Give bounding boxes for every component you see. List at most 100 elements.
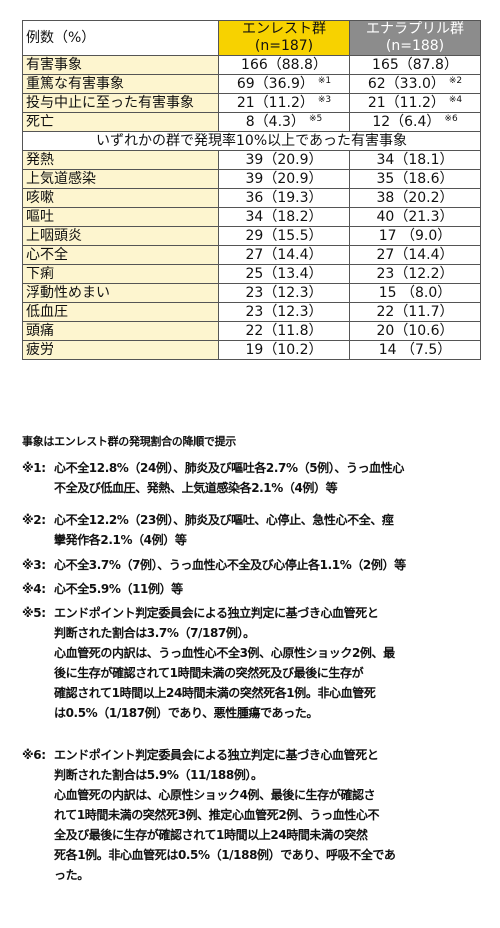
- footnote-ref: ※5: [308, 113, 323, 124]
- enalapril-value-text: 40（21.3）: [376, 208, 454, 225]
- footnote-6: ※6: エンドポイント判定委員会による独立判定に基づき心血管死と 判断された割合は5…: [22, 745, 492, 885]
- row-label-text: 投与中止に至った有害事象: [26, 94, 194, 111]
- entresto-value-text: 19（10.2）: [245, 341, 323, 358]
- footnote-mark: ※5:: [22, 606, 46, 620]
- enalapril-value-text: 22（11.7）: [376, 303, 454, 320]
- footnote-mark: ※1:: [22, 461, 46, 475]
- enalapril-value: 27（14.4）: [349, 245, 481, 265]
- row-label: 重篤な有害事象: [22, 74, 219, 94]
- footnote-ref: ※2: [448, 75, 463, 86]
- event-label: 浮動性めまい: [22, 283, 219, 303]
- footnote-line: れて1時間未満の突然死3例、推定心血管死2例、うっ血性心不: [54, 808, 380, 822]
- entresto-value: 25（13.4）: [218, 264, 350, 284]
- enalapril-value-text: 15 （8.0）: [378, 284, 452, 301]
- row-label-text: 重篤な有害事象: [26, 75, 124, 92]
- enalapril-value-text: 17 （9.0）: [378, 227, 452, 244]
- event-label-text: 疲労: [26, 341, 54, 358]
- entresto-value: 36（19.3）: [218, 188, 350, 208]
- enalapril-value-text: 34（18.1）: [376, 151, 454, 168]
- event-label: 下痢: [22, 264, 219, 284]
- entresto-value: 19（10.2）: [218, 340, 350, 360]
- footnote-line: 心不全12.8%（24例）、肺炎及び嘔吐各2.7%（5例）、うっ血性心: [54, 461, 404, 475]
- enalapril-value-text: 14 （7.5）: [378, 341, 452, 358]
- footnote-line: 心血管死の内訳は、うっ血性心不全3例、心原性ショック2例、最: [54, 646, 395, 660]
- entresto-value-text: 25（13.4）: [245, 265, 323, 282]
- enalapril-value: 20（10.6）: [349, 321, 481, 341]
- enalapril-value-text: 12（6.4）: [372, 113, 441, 130]
- row-label: 死亡: [22, 112, 219, 132]
- entresto-value-text: 36（19.3）: [245, 189, 323, 206]
- entresto-value: 21（11.2） ※3: [218, 93, 350, 113]
- adverse-events-table: 例数（%） エンレスト群 (n=187) エナラプリル群 (n=188) 有害事…: [22, 20, 481, 360]
- enalapril-value: 40（21.3）: [349, 207, 481, 227]
- footnote-line: 攣発作各2.1%（4例）等: [54, 533, 187, 547]
- entresto-value-text: 21（11.2）: [236, 94, 314, 111]
- table-row: 上咽頭炎 29（15.5） 17 （9.0）: [22, 226, 481, 246]
- footnote-line: は0.5%（1/187例）であり、悪性腫瘍であった。: [54, 706, 318, 720]
- footnote-mark: ※3:: [22, 558, 46, 572]
- entresto-value: 23（12.3）: [218, 283, 350, 303]
- event-label-text: 嘔吐: [26, 208, 54, 225]
- event-label-text: 発熱: [26, 151, 54, 168]
- footnote-line: 後に生存が確認されて1時間未満の突然死及び最後に生存が: [54, 666, 364, 680]
- row-label: 有害事象: [22, 55, 219, 75]
- group1-name: エンレスト群: [242, 21, 326, 38]
- enalapril-value-text: 35（18.6）: [376, 170, 454, 187]
- enalapril-value-text: 27（14.4）: [376, 246, 454, 263]
- event-label: 嘔吐: [22, 207, 219, 227]
- entresto-value: 34（18.2）: [218, 207, 350, 227]
- row-label-text: 有害事象: [26, 56, 82, 73]
- event-label-text: 下痢: [26, 265, 54, 282]
- table-row: 重篤な有害事象 69（36.9） ※1 62（33.0） ※2: [22, 74, 481, 94]
- enalapril-value-text: 165（87.8）: [372, 56, 458, 73]
- table-row: 疲労 19（10.2） 14 （7.5）: [22, 340, 481, 360]
- footnote-line: った。: [54, 868, 89, 882]
- entresto-value: 69（36.9） ※1: [218, 74, 350, 94]
- header-label: 例数（%）: [22, 20, 219, 56]
- entresto-value-text: 39（20.9）: [245, 151, 323, 168]
- footnote-line: 心不全3.7%（7例）、うっ血性心不全及び心停止各1.1%（2例）等: [54, 558, 406, 572]
- table-row: 心不全 27（14.4） 27（14.4）: [22, 245, 481, 265]
- footnote-line: 不全及び低血圧、発熱、上気道感染各2.1%（4例）等: [54, 481, 338, 495]
- table-row: 発熱 39（20.9） 34（18.1）: [22, 150, 481, 170]
- enalapril-value: 21（11.2） ※4: [349, 93, 481, 113]
- table-row: 嘔吐 34（18.2） 40（21.3）: [22, 207, 481, 227]
- group1-n: (n=187): [254, 38, 314, 54]
- entresto-value: 22（11.8）: [218, 321, 350, 341]
- entresto-value-text: 39（20.9）: [245, 170, 323, 187]
- entresto-value: 39（20.9）: [218, 169, 350, 189]
- enalapril-value: 23（12.2）: [349, 264, 481, 284]
- group2-n: (n=188): [385, 38, 445, 54]
- ordering-note: 事象はエンレスト群の発現割合の降順で提示: [22, 435, 236, 448]
- enalapril-value: 14 （7.5）: [349, 340, 481, 360]
- footnote-line: 心血管死の内訳は、心原性ショック4例、最後に生存が確認さ: [54, 788, 376, 802]
- enalapril-value: 35（18.6）: [349, 169, 481, 189]
- event-label: 上気道感染: [22, 169, 219, 189]
- row-label-text: 死亡: [26, 113, 54, 130]
- footnote-mark: ※2:: [22, 513, 46, 527]
- section-row: いずれかの群で発現率10%以上であった有害事象: [22, 131, 481, 151]
- event-label-text: 咳嗽: [26, 189, 54, 206]
- event-label: 疲労: [22, 340, 219, 360]
- entresto-value-text: 34（18.2）: [245, 208, 323, 225]
- event-label: 頭痛: [22, 321, 219, 341]
- enalapril-value: 38（20.2）: [349, 188, 481, 208]
- table-row: 投与中止に至った有害事象 21（11.2） ※3 21（11.2） ※4: [22, 93, 481, 113]
- group2-name: エナラプリル群: [366, 21, 464, 38]
- enalapril-value-text: 62（33.0）: [367, 75, 445, 92]
- footnote-line: 死各1例。非心血管死は0.5%（1/188例）であり、呼吸不全であ: [54, 848, 396, 862]
- enalapril-value: 12（6.4） ※6: [349, 112, 481, 132]
- enalapril-value-text: 38（20.2）: [376, 189, 454, 206]
- event-label-text: 上気道感染: [26, 170, 96, 187]
- footnote-line: 判断された割合は3.7%（7/187例）。: [54, 626, 255, 640]
- table-row: 低血圧 23（12.3） 22（11.7）: [22, 302, 481, 322]
- event-label: 上咽頭炎: [22, 226, 219, 246]
- header-entresto-group: エンレスト群 (n=187): [218, 20, 350, 56]
- event-label: 心不全: [22, 245, 219, 265]
- event-label-text: 頭痛: [26, 322, 54, 339]
- footnote-ref: ※4: [448, 94, 463, 105]
- table-header-row: 例数（%） エンレスト群 (n=187) エナラプリル群 (n=188): [22, 20, 481, 56]
- footnote-5: ※5: エンドポイント判定委員会による独立判定に基づき心血管死と 判断された割合は3…: [22, 603, 492, 723]
- event-label-text: 低血圧: [26, 303, 68, 320]
- entresto-value: 29（15.5）: [218, 226, 350, 246]
